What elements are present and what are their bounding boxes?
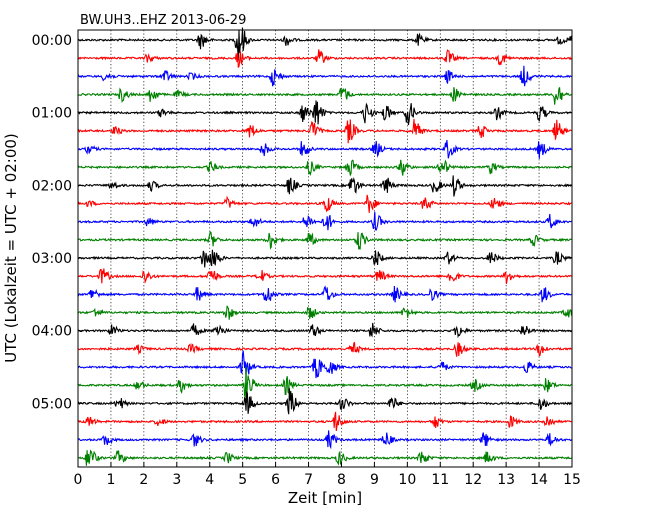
x-tick-label-7: 7: [304, 472, 313, 488]
y-tick-label-1: 01:00: [32, 106, 72, 122]
trace-0045: [77, 87, 572, 105]
x-tick-label-6: 6: [271, 472, 280, 488]
axis-ticks: 0 1 2 3 4 5 6 7 8 9 10 11 12 13 14 1500:0001:0002:0003:…: [32, 33, 581, 488]
x-axis-label: Zeit [min]: [288, 489, 362, 507]
trace-0530: [77, 430, 572, 450]
trace-0015: [77, 49, 572, 69]
x-tick-label-8: 8: [337, 472, 346, 488]
trace-0500: [77, 388, 572, 415]
y-tick-label-2: 02:00: [32, 178, 72, 194]
trace-0030: [77, 65, 572, 87]
trace-group: [77, 27, 573, 466]
x-tick-label-1: 1: [106, 472, 115, 488]
y-tick-label-5: 05:00: [32, 396, 72, 412]
y-tick-label-0: 00:00: [32, 33, 72, 49]
vertical-gridlines: [110, 30, 540, 467]
x-tick-label-4: 4: [205, 472, 214, 488]
x-tick-label-14: 14: [530, 472, 548, 488]
x-tick-label-2: 2: [139, 472, 148, 488]
trace-0445: [77, 366, 572, 404]
x-tick-label-15: 15: [563, 472, 581, 488]
trace-0200: [78, 175, 572, 197]
x-tick-label-13: 13: [497, 472, 515, 488]
y-axis-label: UTC (Lokalzeit = UTC + 02:00): [2, 133, 20, 363]
trace-0215: [77, 194, 572, 213]
x-tick-label-0: 0: [74, 472, 83, 488]
trace-0115: [77, 118, 572, 144]
x-tick-label-10: 10: [398, 472, 416, 488]
trace-0300: [77, 249, 572, 268]
trace-0515: [77, 411, 572, 431]
x-tick-label-12: 12: [464, 472, 482, 488]
trace-0130: [77, 139, 572, 159]
trace-0330: [77, 285, 572, 303]
x-tick-label-11: 11: [431, 472, 449, 488]
trace-0245: [77, 231, 572, 250]
trace-0230: [77, 211, 572, 231]
trace-0415: [77, 341, 572, 357]
trace-0345: [77, 305, 573, 320]
x-tick-label-9: 9: [370, 472, 379, 488]
trace-0400: [77, 322, 572, 339]
trace-0000: [77, 27, 573, 61]
y-tick-label-3: 03:00: [32, 251, 72, 267]
y-tick-label-4: 04:00: [32, 324, 72, 340]
x-tick-label-3: 3: [172, 472, 181, 488]
chart-title: BW.UH3..EHZ 2013-06-29: [80, 13, 246, 28]
x-tick-label-5: 5: [238, 472, 247, 488]
trace-0100: [77, 100, 572, 126]
trace-0145: [77, 159, 572, 177]
trace-0315: [77, 268, 572, 284]
trace-0545: [77, 449, 572, 466]
plot-area-background: [78, 30, 572, 467]
trace-0430: [77, 350, 572, 379]
plot-frame: [77, 29, 573, 468]
